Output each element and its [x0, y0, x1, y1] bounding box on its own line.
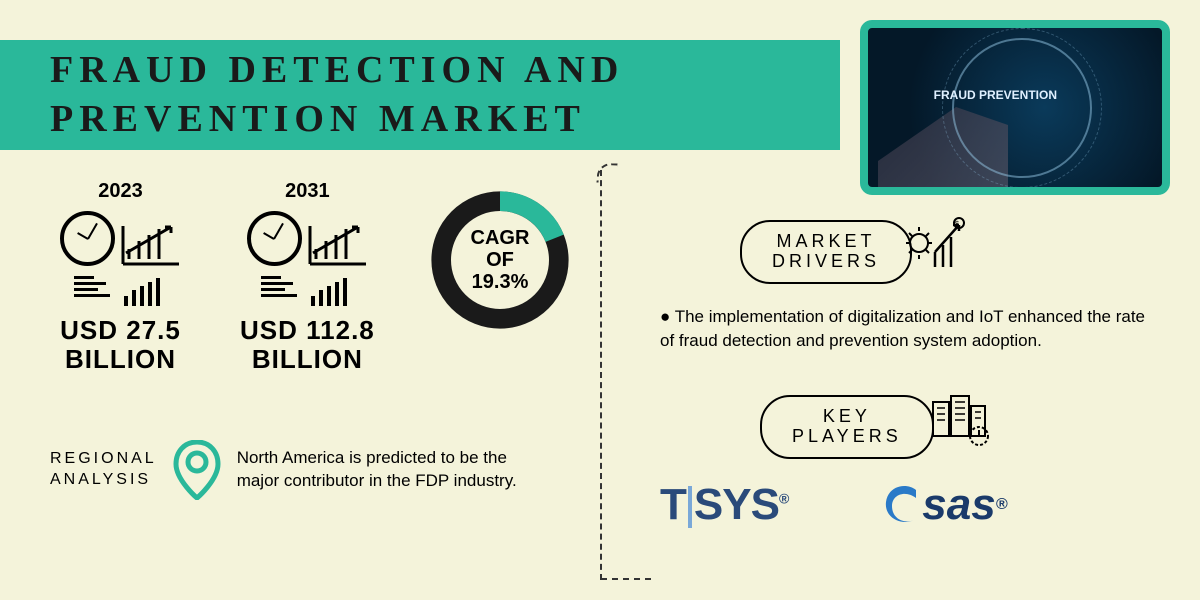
bars-icon	[309, 276, 354, 308]
cagr-text: CAGR OF 19.3%	[430, 190, 570, 330]
drivers-l2: DRIVERS	[772, 252, 880, 272]
drivers-text: The implementation of digitalization and…	[660, 305, 1150, 353]
page-title: FRAUD DETECTION AND PREVENTION MARKET	[50, 46, 840, 145]
gear-chart-icon: $	[905, 217, 965, 272]
stat-icon-2023	[60, 211, 181, 266]
cagr-l3: 19.3%	[472, 271, 529, 293]
hero-label: FRAUD PREVENTION	[934, 88, 1057, 102]
map-pin-icon	[172, 440, 222, 500]
players-l1: KEY	[792, 407, 902, 427]
tsys-logo: TSYS®	[660, 480, 788, 530]
clock-icon	[247, 211, 302, 266]
regional-label: REGIONAL ANALYSIS	[50, 449, 157, 491]
players-l2: PLAYERS	[792, 427, 902, 447]
stat-value-2023: USD 27.5 BILLION	[60, 316, 181, 373]
list-growth-row	[60, 276, 181, 308]
key-players-pill: KEY PLAYERS	[760, 395, 934, 459]
regional-label-l2: ANALYSIS	[50, 470, 157, 491]
vertical-divider	[600, 170, 602, 580]
stat-value-2031: USD 112.8 BILLION	[240, 316, 375, 373]
cagr-donut: CAGR OF 19.3%	[430, 190, 570, 330]
clock-icon	[60, 211, 115, 266]
growth-chart-icon	[121, 221, 181, 266]
header-bar: FRAUD DETECTION AND PREVENTION MARKET	[0, 40, 840, 150]
sas-swoosh-icon	[878, 480, 928, 530]
bars-icon	[122, 276, 167, 308]
sas-logo: sas®	[878, 480, 1007, 530]
regional-analysis-block: REGIONAL ANALYSIS North America is predi…	[50, 440, 537, 500]
stat-year-2023: 2023	[60, 180, 181, 203]
cagr-l2: OF	[486, 249, 514, 271]
stat-icon-2031	[240, 211, 375, 266]
stat-value-2023-l1: USD 27.5	[60, 316, 181, 345]
stat-year-2031: 2031	[240, 180, 375, 203]
list-icon	[74, 276, 114, 308]
buildings-icon	[927, 392, 997, 447]
regional-text: North America is predicted to be the maj…	[237, 447, 537, 493]
list-growth-row	[240, 276, 375, 308]
stat-value-2031-l1: USD 112.8	[240, 316, 375, 345]
stat-2023: 2023 USD 27.5 BILLION	[60, 180, 181, 373]
market-drivers-pill: MARKET DRIVERS $	[740, 220, 912, 284]
hero-image: FRAUD PREVENTION	[860, 20, 1170, 195]
regional-label-l1: REGIONAL	[50, 449, 157, 470]
stat-value-2031-l2: BILLION	[240, 345, 375, 374]
stat-value-2023-l2: BILLION	[60, 345, 181, 374]
list-icon	[261, 276, 301, 308]
stat-2031: 2031 USD 112.8 BILLION	[240, 180, 375, 373]
cagr-l1: CAGR	[471, 227, 530, 249]
hero-ring-graphic	[952, 38, 1092, 178]
growth-chart-icon	[308, 221, 368, 266]
svg-text:$: $	[955, 221, 963, 228]
drivers-l1: MARKET	[772, 232, 880, 252]
key-players-logos: TSYS® sas®	[660, 480, 1007, 530]
hero-label-text: FRAUD PREVENTION	[934, 88, 1057, 102]
